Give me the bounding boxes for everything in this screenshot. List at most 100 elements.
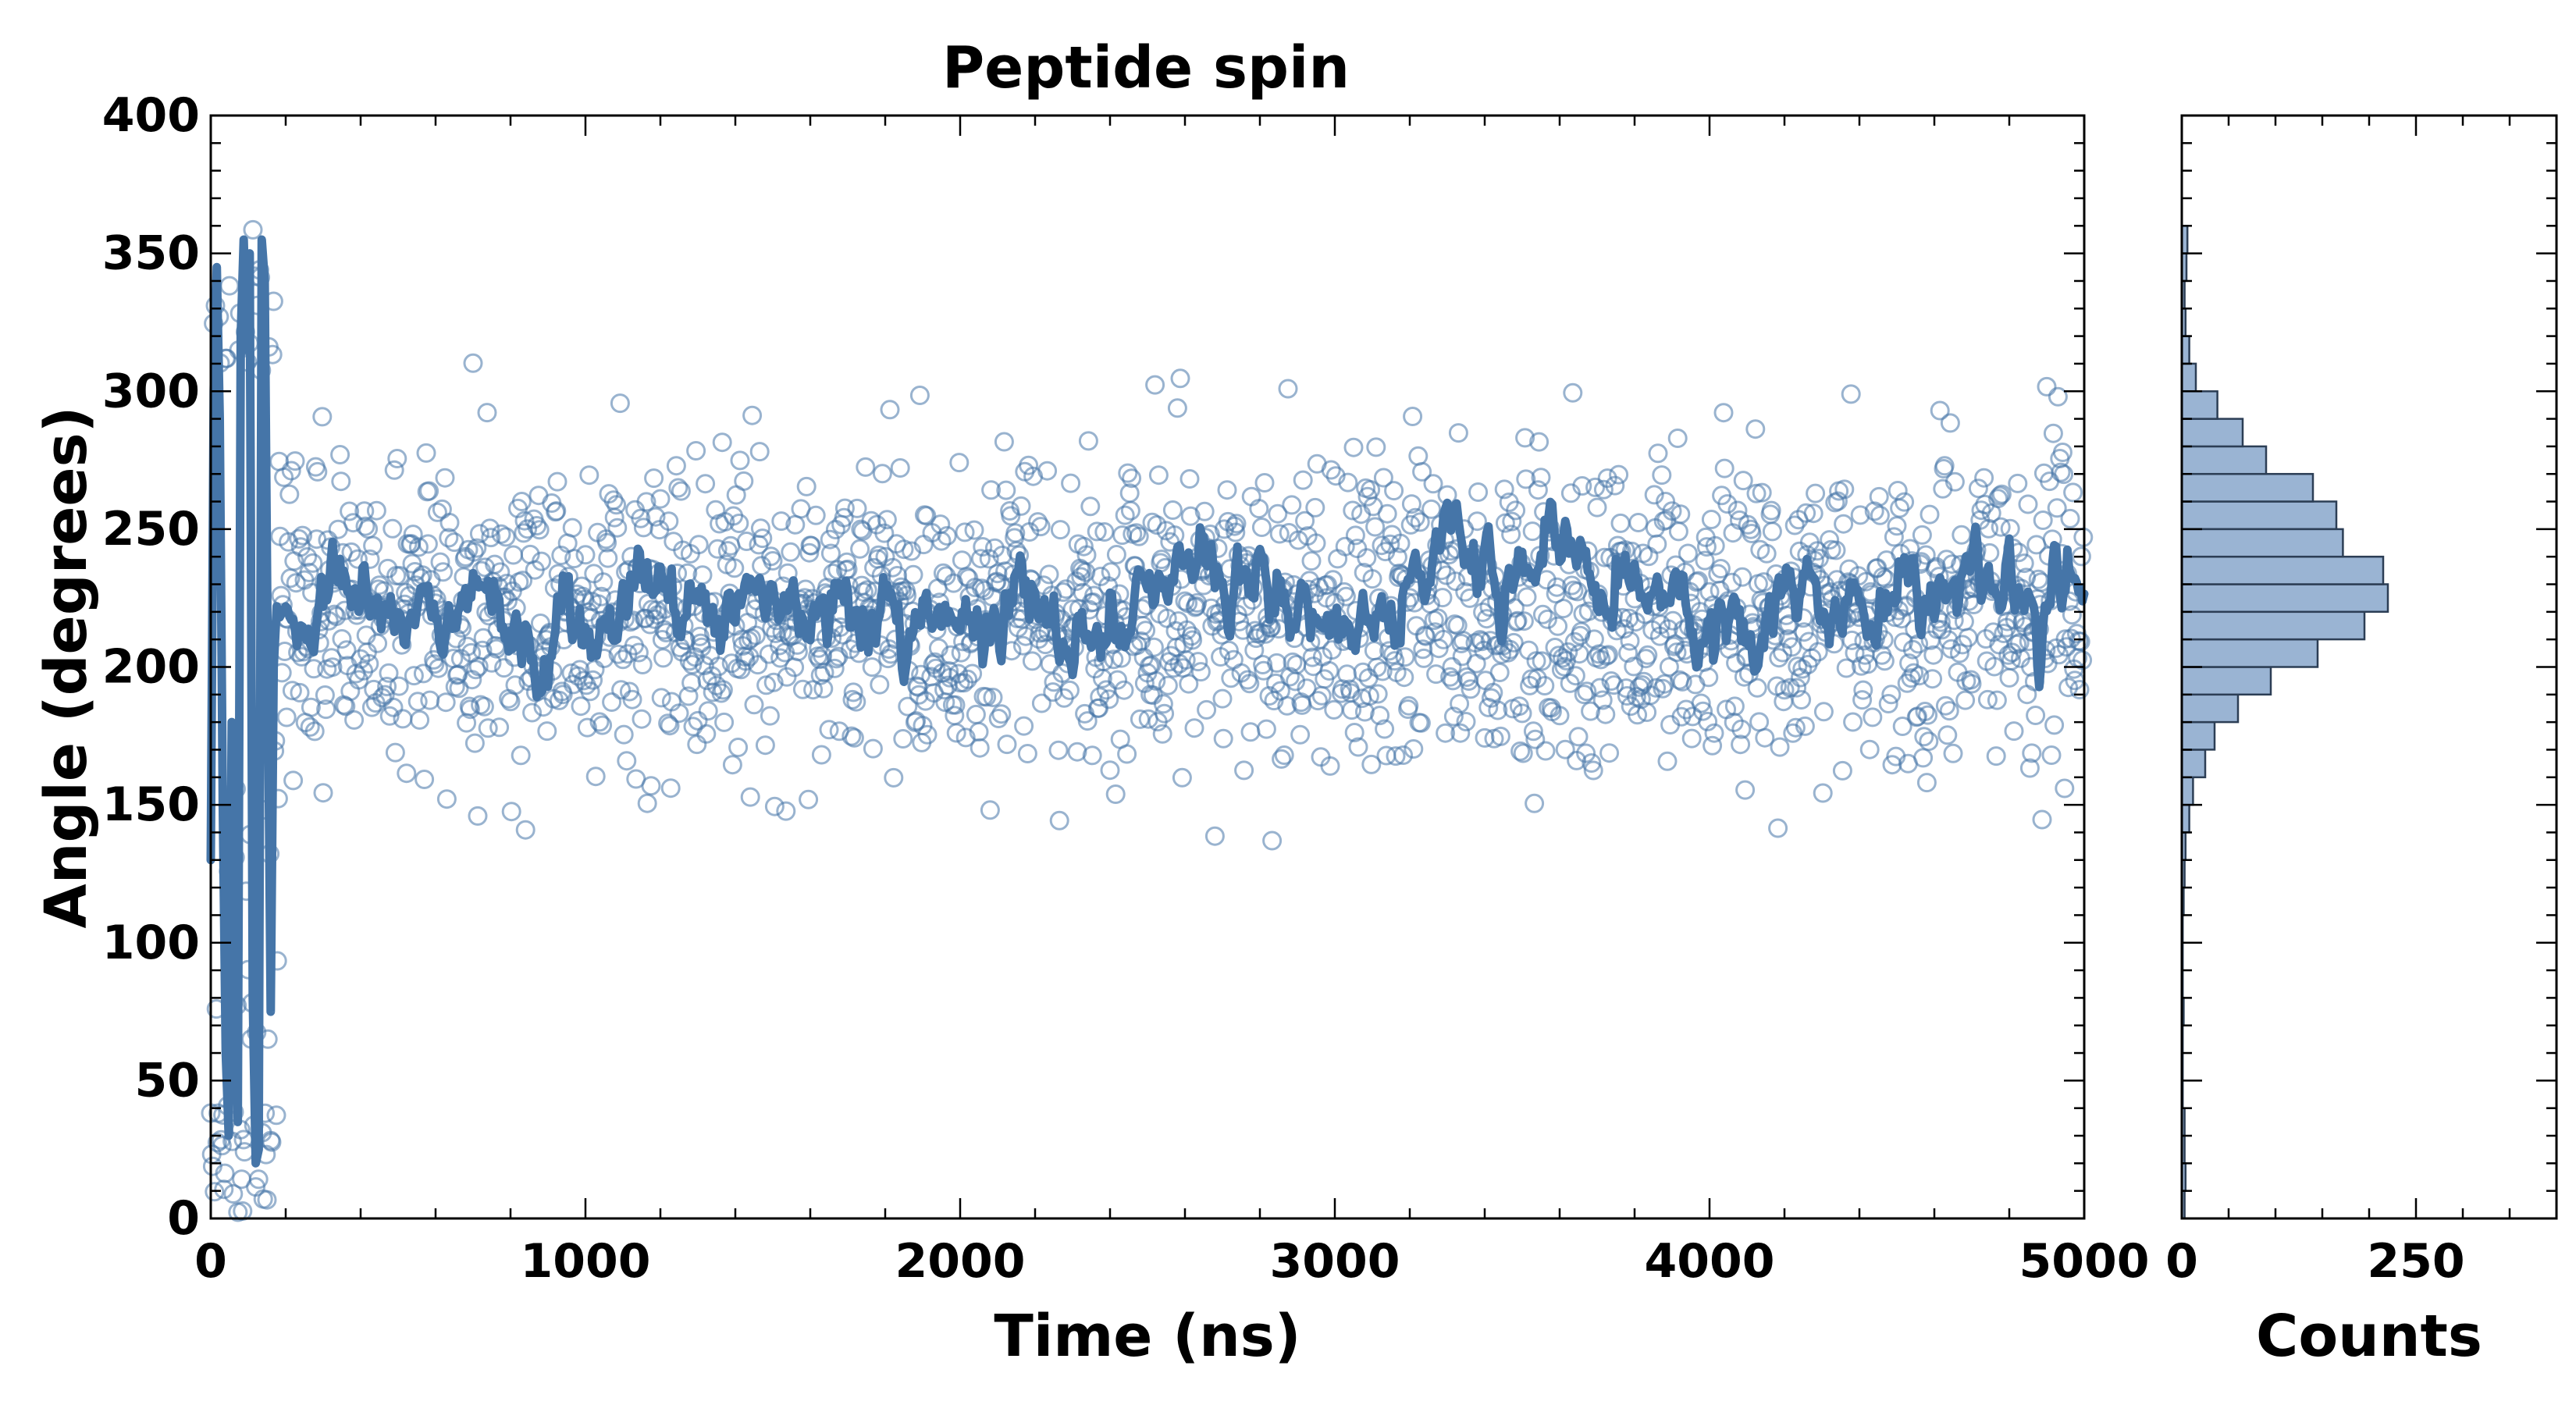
scatter-point xyxy=(1105,784,1126,804)
scatter-point xyxy=(324,604,344,624)
scatter-point xyxy=(1344,723,1364,742)
scatter-point xyxy=(1506,500,1526,521)
scatter-point xyxy=(1179,469,1200,489)
scatter-point xyxy=(340,501,360,521)
scatter-point xyxy=(1834,479,1855,500)
scatter-point xyxy=(651,688,671,708)
histogram-x-tick-label: 0 xyxy=(2165,1234,2198,1289)
scatter-point xyxy=(1832,760,1852,781)
scatter-point xyxy=(1204,826,1225,846)
scatter-point xyxy=(248,1169,269,1190)
scatter-point xyxy=(271,585,291,606)
scatter-point xyxy=(735,651,756,671)
scatter-point xyxy=(503,545,524,565)
scatter-point xyxy=(1172,767,1192,788)
histogram-plot: 0 250 xyxy=(2165,114,2558,1289)
scatter-point xyxy=(1791,690,1812,710)
scatter-point xyxy=(1780,678,1800,698)
scatter-point xyxy=(257,1190,277,1210)
scatter-point xyxy=(753,528,773,549)
scatter-point xyxy=(1114,680,1134,700)
scatter-point xyxy=(513,571,533,591)
scatter-point xyxy=(383,697,404,717)
scatter-point xyxy=(668,478,688,498)
scatter-point xyxy=(463,353,483,373)
scatter-point xyxy=(1920,504,1940,525)
scatter-point xyxy=(1343,437,1364,457)
scatter-point xyxy=(1572,476,1592,496)
scatter-point xyxy=(1067,742,1087,762)
histogram-bar xyxy=(2180,666,2272,696)
histogram-bar xyxy=(2180,390,2218,420)
scatter-point xyxy=(585,767,606,787)
scatter-point xyxy=(1377,503,1397,524)
scatter-point xyxy=(1221,668,1241,688)
histogram-bar xyxy=(2180,472,2314,503)
scatter-point xyxy=(1414,648,1434,668)
scatter-point xyxy=(608,644,628,664)
scatter-point xyxy=(2041,745,2062,765)
scatter-point xyxy=(1450,723,1471,743)
scatter-point xyxy=(300,717,320,737)
scatter-point xyxy=(1084,585,1105,606)
scatter-point xyxy=(1256,719,1276,739)
scatter-point xyxy=(379,663,399,683)
scatter-point xyxy=(1732,567,1752,587)
scatter-point xyxy=(1277,695,1297,716)
scatter-point xyxy=(979,549,999,569)
scatter-point xyxy=(1488,700,1508,720)
scatter-point xyxy=(1272,749,1292,769)
main-ticks: 0 1000 2000 3000 4000 5000 0 50 100 150 200 250 300 3… xyxy=(102,88,2150,1289)
scatter-point xyxy=(729,514,749,533)
scatter-point xyxy=(1590,678,1610,698)
scatter-point xyxy=(212,1136,232,1156)
scatter-point xyxy=(472,640,493,660)
scatter-point xyxy=(1100,760,1120,781)
scatter-point xyxy=(713,680,733,700)
scatter-point xyxy=(872,464,892,484)
scatter-point xyxy=(763,551,783,571)
scatter-point xyxy=(1923,645,1944,665)
scatter-point xyxy=(981,480,1002,500)
scatter-point xyxy=(749,442,770,462)
scatter-point xyxy=(460,699,480,720)
scatter-point xyxy=(2043,423,2063,443)
scatter-point xyxy=(402,553,422,574)
scatter-point xyxy=(1234,760,1254,781)
scatter-point xyxy=(863,738,883,759)
scatter-point xyxy=(1117,744,1137,764)
scatter-point xyxy=(631,508,651,528)
scatter-point xyxy=(666,456,686,476)
scatter-point xyxy=(1451,634,1471,653)
scatter-point xyxy=(528,486,549,506)
histogram-bar xyxy=(2180,555,2385,585)
scatter-point xyxy=(1022,651,1042,671)
scatter-point xyxy=(2052,443,2073,462)
scatter-point xyxy=(397,763,417,784)
scatter-point xyxy=(1249,499,1269,519)
scatter-point xyxy=(1001,506,1021,526)
scatter-point xyxy=(941,645,961,665)
scatter-point xyxy=(1577,681,1597,702)
scatter-point xyxy=(734,471,754,491)
scatter-point xyxy=(478,718,498,738)
scatter-point xyxy=(771,511,792,532)
scatter-point xyxy=(290,682,310,702)
scatter-point xyxy=(678,686,699,706)
histogram-bar xyxy=(2180,583,2389,614)
y-tick-label: 100 xyxy=(102,916,200,970)
scatter-point xyxy=(1820,530,1840,550)
scatter-point xyxy=(564,549,585,569)
scatter-point xyxy=(619,681,639,702)
scatter-point xyxy=(332,629,352,649)
scatter-point xyxy=(436,789,457,809)
scatter-point xyxy=(1522,521,1542,542)
scatter-point xyxy=(1657,751,1678,771)
scatter-point xyxy=(1012,635,1033,656)
scatter-point xyxy=(1048,740,1069,760)
scatter-point xyxy=(1952,525,1972,545)
scatter-point xyxy=(416,443,436,463)
scatter-point xyxy=(430,552,450,572)
scatter-point xyxy=(1450,694,1470,714)
